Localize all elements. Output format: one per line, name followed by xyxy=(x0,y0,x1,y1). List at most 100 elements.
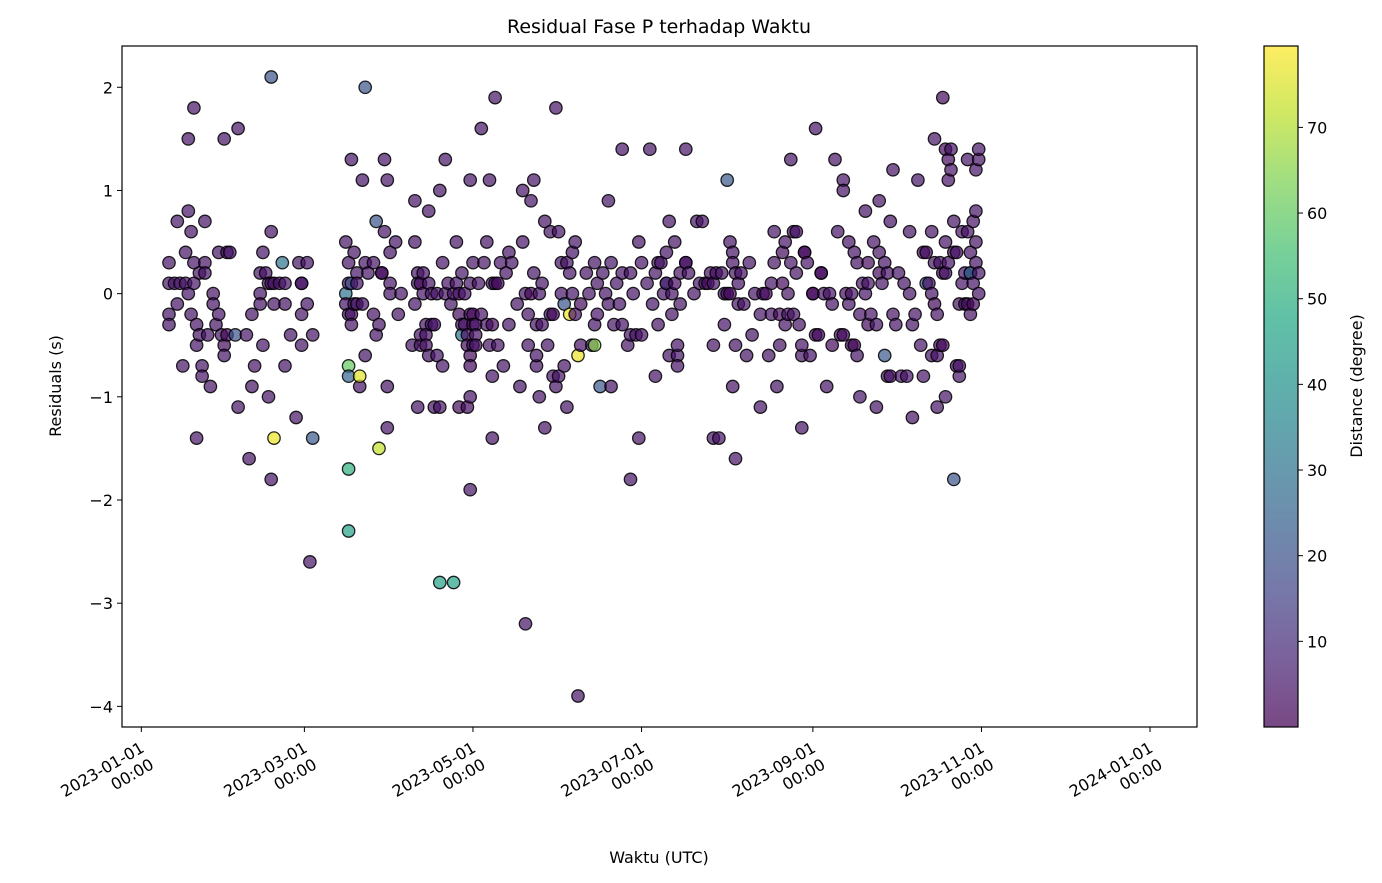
x-tick-label: 2023-01-0100:00 xyxy=(57,738,157,818)
scatter-point xyxy=(305,328,320,342)
scatter-point xyxy=(651,317,665,332)
y-tick-label: −3 xyxy=(89,594,113,613)
x-tick-label: 2023-11-0100:00 xyxy=(897,738,997,818)
scatter-point xyxy=(526,266,541,280)
scatter-point xyxy=(850,348,864,363)
scatter-point xyxy=(905,410,920,425)
scatter-point xyxy=(189,431,204,445)
scatter-point xyxy=(410,400,425,414)
scatter-point xyxy=(808,121,823,136)
scatter-point xyxy=(535,317,549,332)
scatter-point xyxy=(338,235,353,249)
scatter-point xyxy=(609,276,624,291)
colorbar xyxy=(1264,46,1298,727)
x-tick-label: 2023-07-0100:00 xyxy=(558,738,658,818)
scatter-point xyxy=(352,369,367,384)
scatter-point xyxy=(416,266,431,280)
scatter-point xyxy=(631,431,646,445)
scatter-point xyxy=(924,224,939,239)
scatter-point xyxy=(560,400,574,414)
scatter-point xyxy=(432,400,447,414)
scatter-point xyxy=(949,245,964,260)
scatter-point xyxy=(902,224,917,239)
scatter-point xyxy=(374,266,389,280)
scatter-point xyxy=(242,451,256,466)
scatter-point xyxy=(408,193,422,208)
scatter-point xyxy=(557,359,572,373)
scatter-point xyxy=(485,369,500,384)
scatter-point xyxy=(723,286,737,301)
scatter-point xyxy=(477,255,491,270)
scatter-point xyxy=(971,286,986,301)
scatter-point xyxy=(725,379,740,394)
scatter-point xyxy=(836,183,851,198)
scatter-point xyxy=(792,317,806,332)
scatter-point xyxy=(941,255,956,270)
scatter-point xyxy=(253,297,268,311)
colorbar-tick-label: 60 xyxy=(1307,204,1327,223)
scatter-point xyxy=(919,245,934,260)
scatter-point xyxy=(946,472,961,487)
scatter-point xyxy=(502,317,516,332)
scatter-point xyxy=(841,235,856,249)
scatter-point xyxy=(590,276,605,291)
scatter-point xyxy=(256,338,270,353)
scatter-point xyxy=(283,328,298,342)
scatter-point xyxy=(300,297,315,311)
colorbar-frame xyxy=(1263,45,1299,728)
colorbar-tick-label: 70 xyxy=(1307,118,1327,137)
scatter-points xyxy=(162,70,986,703)
scatter-point xyxy=(612,297,627,311)
scatter-point xyxy=(474,307,489,322)
scatter-point xyxy=(499,266,513,280)
scatter-point xyxy=(264,70,279,84)
scatter-point xyxy=(899,369,914,384)
scatter-point xyxy=(916,369,931,384)
plot-area-frame xyxy=(121,45,1198,728)
scatter-point xyxy=(289,410,303,425)
scatter-point xyxy=(761,348,776,363)
scatter-point xyxy=(772,338,787,353)
scatter-point xyxy=(485,431,500,445)
scatter-point xyxy=(170,214,185,229)
scatter-point xyxy=(786,307,801,322)
scatter-point xyxy=(184,307,198,322)
scatter-point xyxy=(562,266,577,280)
colorbar-axis: 10 20 30 40 50 60 70 xyxy=(1298,118,1327,651)
scatter-point xyxy=(803,348,817,363)
scatter-point xyxy=(181,286,196,301)
scatter-point xyxy=(355,173,370,187)
scatter-point xyxy=(482,173,497,187)
scatter-point xyxy=(783,255,798,270)
scatter-point xyxy=(604,379,618,394)
y-tick-label: 1 xyxy=(103,181,113,200)
scatter-point xyxy=(380,379,395,394)
scatter-point xyxy=(659,245,674,260)
scatter-point xyxy=(971,142,986,157)
scatter-point xyxy=(341,462,356,476)
scatter-point xyxy=(648,369,663,384)
scatter-point xyxy=(222,245,237,260)
scatter-point xyxy=(783,152,798,167)
scatter-point xyxy=(714,266,729,280)
scatter-point xyxy=(524,193,538,208)
scatter-point xyxy=(645,297,660,311)
scatter-point xyxy=(537,420,552,435)
scatter-point xyxy=(913,338,928,353)
scatter-point xyxy=(665,307,679,322)
scatter-point xyxy=(615,317,630,332)
scatter-point xyxy=(305,431,320,445)
scatter-point xyxy=(278,359,292,373)
scatter-point xyxy=(430,348,444,363)
scatter-point xyxy=(278,297,292,311)
scatter-point xyxy=(366,307,381,322)
scatter-point xyxy=(828,152,842,167)
scatter-point xyxy=(911,173,925,187)
y-axis: 2 1 0 −1 −2 −3 −4 xyxy=(89,78,122,716)
scatter-point xyxy=(170,297,185,311)
scatter-point xyxy=(944,162,958,177)
x-tick-label: 2023-09-0100:00 xyxy=(729,738,829,818)
scatter-point xyxy=(858,204,873,218)
scatter-point xyxy=(930,307,945,322)
scatter-point xyxy=(667,276,682,291)
